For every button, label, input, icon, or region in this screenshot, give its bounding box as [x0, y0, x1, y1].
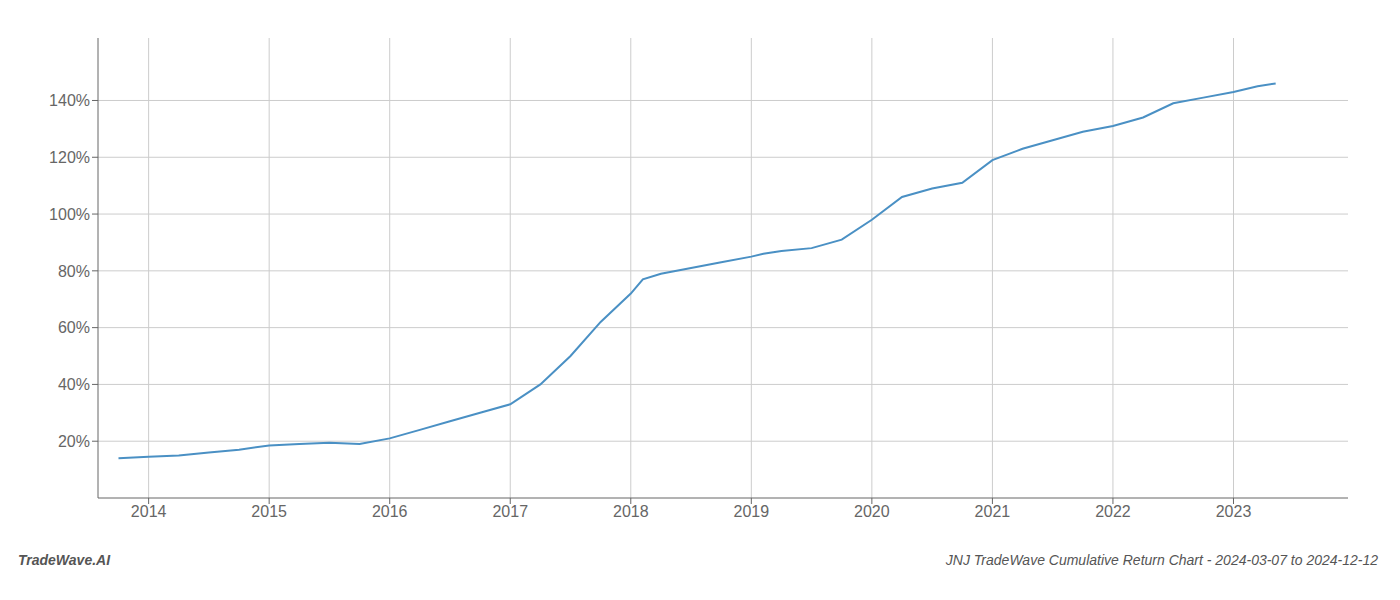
svg-text:2014: 2014	[131, 503, 167, 520]
svg-text:2022: 2022	[1095, 503, 1131, 520]
svg-text:120%: 120%	[49, 149, 90, 166]
svg-text:2020: 2020	[854, 503, 890, 520]
svg-text:2023: 2023	[1216, 503, 1252, 520]
svg-text:60%: 60%	[58, 319, 90, 336]
svg-text:100%: 100%	[49, 206, 90, 223]
svg-text:20%: 20%	[58, 433, 90, 450]
html-text:JNJ TradeWave Cumulative Retur: JNJ TradeWave Cumulative Return Chart - …	[945, 552, 1378, 568]
svg-text:2018: 2018	[613, 503, 649, 520]
svg-text:2019: 2019	[734, 503, 770, 520]
svg-text:2016: 2016	[372, 503, 408, 520]
svg-text:2017: 2017	[492, 503, 528, 520]
html-text:TradeWave.AI: TradeWave.AI	[18, 552, 111, 568]
svg-text:80%: 80%	[58, 263, 90, 280]
svg-text:40%: 40%	[58, 376, 90, 393]
svg-text:2021: 2021	[975, 503, 1011, 520]
svg-text:2015: 2015	[251, 503, 287, 520]
svg-text:140%: 140%	[49, 92, 90, 109]
